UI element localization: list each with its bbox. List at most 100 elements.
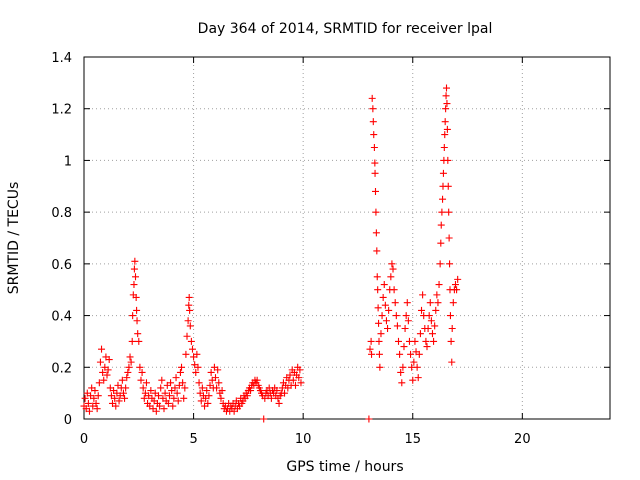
data-point [368, 94, 376, 102]
y-tick-label: 1.4 [51, 51, 72, 66]
data-point [434, 299, 442, 307]
data-point [176, 368, 184, 376]
x-tick-label: 15 [404, 432, 421, 447]
data-point [375, 319, 383, 327]
data-point [99, 368, 107, 376]
data-point [409, 376, 417, 384]
data-point [374, 304, 382, 312]
data-point [419, 291, 427, 299]
data-point [446, 260, 454, 268]
data-point [105, 356, 113, 364]
data-point [179, 379, 187, 387]
data-point [137, 376, 145, 384]
data-point [185, 301, 193, 309]
data-point [374, 286, 382, 294]
data-point [371, 169, 379, 177]
data-point [437, 239, 445, 247]
data-point [167, 379, 175, 387]
data-point [139, 384, 147, 392]
data-point [445, 208, 453, 216]
data-point [133, 317, 141, 325]
data-point [368, 350, 376, 358]
data-point [205, 392, 213, 400]
data-point [395, 337, 403, 345]
data-point [218, 387, 226, 395]
data-point [411, 337, 419, 345]
data-point [407, 350, 415, 358]
data-point [371, 159, 379, 167]
y-tick-label: 1.2 [51, 103, 72, 118]
data-point [122, 384, 130, 392]
data-point [376, 363, 384, 371]
data-point [91, 387, 99, 395]
y-tick-label: 0.2 [51, 361, 72, 376]
data-point [92, 399, 100, 407]
data-point [96, 358, 104, 366]
data-point [393, 322, 401, 330]
data-point [436, 260, 444, 268]
data-point [426, 299, 434, 307]
data-point [432, 306, 440, 314]
data-point [136, 363, 144, 371]
data-point [401, 325, 409, 332]
y-axis-label: SRMTID / TECUs [6, 182, 22, 295]
data-point [253, 376, 261, 384]
data-point [125, 363, 133, 371]
data-point [207, 368, 215, 376]
data-point [204, 399, 212, 407]
data-point [169, 402, 177, 410]
data-point [127, 358, 135, 366]
data-point [130, 281, 138, 289]
y-tick-label: 0.4 [51, 310, 72, 325]
data-point [100, 376, 108, 384]
data-point [418, 306, 426, 314]
data-point [165, 392, 173, 400]
data-point [372, 229, 380, 237]
data-point [212, 374, 219, 382]
data-point [427, 317, 435, 325]
data-point [260, 415, 268, 423]
data-point [422, 337, 430, 345]
data-point [448, 325, 456, 332]
data-point [396, 350, 404, 358]
data-point [156, 402, 164, 410]
data-point [155, 392, 163, 400]
data-point [400, 343, 408, 351]
data-point [375, 337, 383, 345]
data-point [448, 358, 456, 366]
data-point [152, 407, 160, 415]
data-point [390, 286, 398, 294]
x-tick-label: 10 [295, 432, 312, 447]
data-point [447, 337, 455, 345]
data-point [370, 144, 378, 151]
data-point [296, 366, 304, 374]
data-point [187, 337, 195, 345]
data-point [128, 337, 136, 345]
x-tick-label: 0 [80, 432, 88, 447]
data-point [172, 374, 180, 382]
data-point [424, 325, 432, 332]
data-point [126, 353, 134, 361]
data-point [130, 265, 138, 273]
data-point [147, 387, 155, 395]
data-point [380, 281, 388, 289]
grid-lines [84, 57, 610, 419]
data-point [135, 337, 143, 345]
data-point [369, 105, 377, 113]
data-point [437, 221, 445, 229]
data-point [180, 394, 188, 402]
data-point [381, 301, 389, 309]
data-point [193, 350, 201, 358]
data-point [214, 366, 222, 374]
data-point [129, 312, 137, 320]
data-point [203, 387, 211, 395]
data-point [95, 379, 103, 387]
data-point [164, 399, 172, 407]
data-point [173, 389, 181, 397]
data-point [133, 306, 141, 314]
y-tick-label: 0.8 [51, 206, 72, 221]
data-point [184, 317, 192, 325]
data-point [115, 397, 123, 405]
data-point [439, 169, 447, 177]
data-point [186, 306, 194, 314]
